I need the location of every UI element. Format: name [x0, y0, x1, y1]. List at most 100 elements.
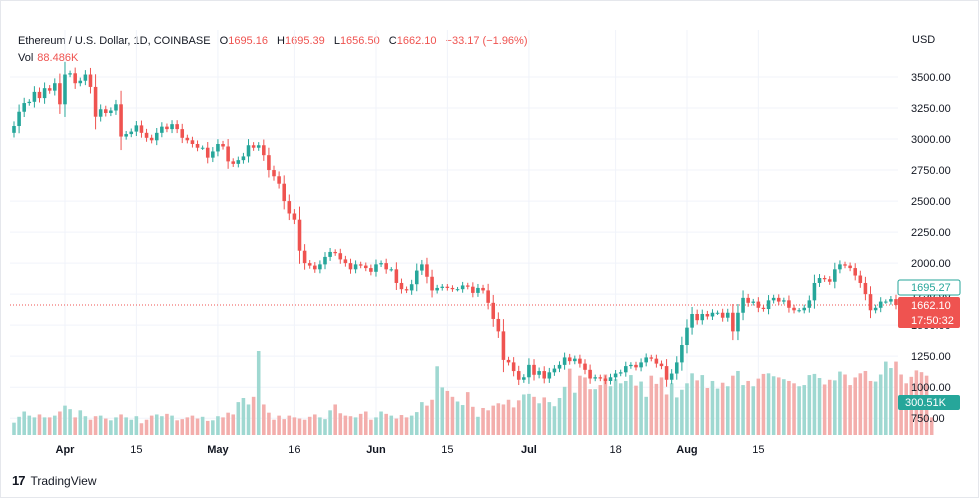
candle-body	[710, 312, 715, 317]
volume-bar	[119, 414, 123, 435]
volume-bar	[27, 415, 32, 435]
volume-bar	[496, 403, 501, 435]
volume-bar	[797, 386, 801, 435]
candle-body	[583, 363, 587, 370]
volume-bar	[37, 414, 42, 435]
candle-body	[88, 74, 93, 87]
candle-body	[414, 270, 419, 285]
volume-bar	[868, 380, 873, 435]
volume-bar	[88, 419, 93, 435]
volume-bar	[894, 361, 898, 435]
candle-body	[562, 357, 567, 365]
volume-bar	[32, 417, 37, 435]
volume-bar	[822, 384, 827, 435]
volume-bar	[328, 410, 332, 435]
volume-bar	[200, 416, 205, 435]
volume-bar	[725, 386, 730, 435]
last-price-tag-box	[898, 297, 960, 328]
volume-bar	[297, 418, 302, 435]
volume-label[interactable]: Vol	[18, 52, 34, 64]
candle-body	[430, 276, 434, 291]
volume-bar	[414, 412, 419, 435]
candle-body	[205, 147, 210, 158]
volume-bar	[318, 417, 322, 435]
volume-bar	[471, 406, 475, 435]
candle-body	[160, 126, 164, 133]
candle-body	[338, 253, 343, 260]
candle-body	[547, 372, 552, 379]
candle-body	[98, 109, 103, 117]
candle-body	[654, 358, 659, 364]
candle-body	[618, 372, 623, 374]
candle-body	[731, 312, 735, 332]
price-axis[interactable]: 3500.00 3250.00 3000.00 2750.00 2500.00 2250.…	[911, 72, 951, 425]
candle-body	[578, 358, 582, 364]
currency-label[interactable]: USD	[912, 34, 936, 46]
volume-bar	[149, 415, 154, 435]
price-tick-label: 2750.00	[911, 165, 951, 177]
candle-body	[894, 299, 898, 306]
candle-body	[246, 145, 251, 157]
volume-bar	[379, 411, 383, 435]
volume-bar	[445, 390, 450, 435]
candle-body	[848, 265, 852, 269]
volume-bar	[175, 420, 179, 435]
candle-body	[486, 290, 490, 303]
candle-body	[318, 264, 322, 270]
volume-bar	[491, 405, 496, 435]
volume-bar	[624, 380, 628, 435]
symbol-title[interactable]: Ethereum / U.S. Dollar, 1D, COINBASE	[18, 35, 211, 47]
candle-body	[134, 125, 139, 132]
volume-bar	[878, 374, 883, 435]
candle-body	[705, 313, 710, 317]
volume-bar	[807, 375, 812, 435]
candle-body	[822, 278, 827, 280]
volume-bar	[144, 419, 149, 435]
change-value: −33.17 (−1.96%)	[445, 35, 528, 47]
volume-tag-box	[898, 395, 960, 410]
volume-bars	[12, 351, 934, 435]
volume-bar	[593, 389, 597, 435]
candle-body	[858, 275, 863, 283]
candle-body	[267, 155, 271, 171]
candle-body	[817, 278, 822, 283]
candle-body	[588, 369, 592, 379]
candle-body	[516, 371, 521, 380]
candle-body	[700, 313, 705, 321]
candle-body	[720, 312, 725, 318]
tradingview-footer[interactable]: 17 TradingView	[12, 473, 97, 488]
open-price-tag: 1695.27	[911, 282, 951, 294]
candle-body	[455, 289, 460, 291]
volume-bar	[756, 378, 761, 435]
volume-bar	[562, 386, 567, 435]
time-axis[interactable]: Apr 15 May 16 Jun 15 Jul 18 Aug 15	[56, 444, 765, 456]
volume-bar	[17, 416, 21, 435]
price-tick-label: 2000.00	[911, 258, 951, 270]
candle-body	[685, 327, 689, 346]
volume-bar	[812, 373, 817, 435]
volume-bar	[776, 377, 781, 435]
volume-bar	[557, 397, 562, 435]
candle-body	[236, 160, 241, 164]
volume-bar	[669, 383, 674, 435]
candle-body	[863, 282, 868, 295]
candle-body	[425, 264, 429, 277]
volume-bar	[802, 385, 807, 435]
volume-bar	[685, 383, 689, 435]
volume-bar	[552, 406, 557, 435]
volume-bar	[409, 415, 414, 435]
volume-bar	[129, 419, 134, 435]
candle-body	[664, 366, 669, 380]
candle-body	[32, 91, 37, 102]
candle-body	[838, 264, 842, 270]
candle-body	[47, 88, 52, 91]
price-tick-label: 2500.00	[911, 196, 951, 208]
volume-bar	[573, 392, 577, 435]
candle-body	[170, 124, 174, 130]
volume-bar	[63, 405, 67, 435]
volume-bar	[313, 414, 317, 435]
price-tick-label: 750.00	[911, 413, 945, 425]
tradingview-brand: TradingView	[30, 473, 97, 488]
volume-bar	[435, 366, 439, 435]
